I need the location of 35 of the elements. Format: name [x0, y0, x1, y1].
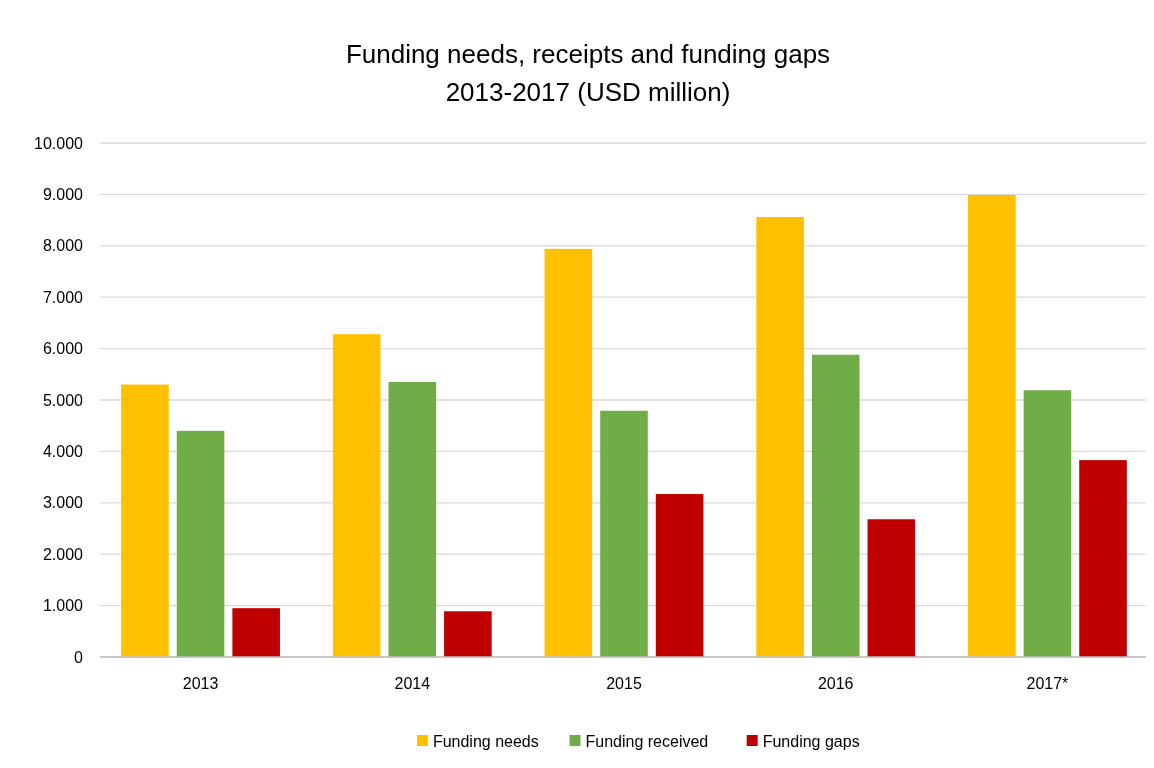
bar: [176, 430, 225, 657]
bar: [1079, 460, 1127, 657]
y-tick-label: 2.000: [42, 545, 84, 563]
y-tick-label: 8.000: [42, 237, 84, 255]
y-tick-label: 6.000: [42, 340, 84, 358]
y-tick-label: 7.000: [42, 288, 84, 306]
y-tick-label: 1.000: [42, 597, 84, 615]
x-tick-label: 2014: [394, 675, 431, 692]
x-tick-label: 2013: [182, 675, 219, 692]
bar: [444, 611, 492, 657]
y-tick-label: 10.000: [34, 134, 84, 152]
bar: [811, 354, 860, 657]
bar: [544, 248, 593, 657]
y-tick-label: 3.000: [42, 494, 84, 512]
bar: [121, 384, 169, 657]
y-tick-label: 0: [74, 648, 84, 666]
x-tick-label: 2015: [606, 675, 642, 692]
bar: [968, 194, 1016, 657]
bar: [867, 519, 916, 657]
legend-label: Funding needs: [432, 732, 539, 750]
bar: [1023, 390, 1072, 657]
bar: [756, 217, 804, 657]
bar: [332, 334, 381, 657]
bar: [232, 608, 280, 657]
x-tick-label: 2016: [817, 675, 854, 692]
chart-title: Funding needs, receipts and funding gaps 2013-2017 (USD million): [345, 39, 831, 107]
legend-label: Funding received: [585, 732, 709, 750]
y-tick-label: 5.000: [42, 391, 84, 409]
bar: [388, 382, 437, 657]
legend-label: Funding gaps: [762, 732, 860, 750]
y-tick-label: 4.000: [42, 443, 84, 460]
bar: [655, 494, 704, 657]
y-tick-label: 9.000: [42, 186, 84, 203]
bar: [600, 410, 648, 657]
x-tick-label: 2017*: [1026, 675, 1069, 692]
